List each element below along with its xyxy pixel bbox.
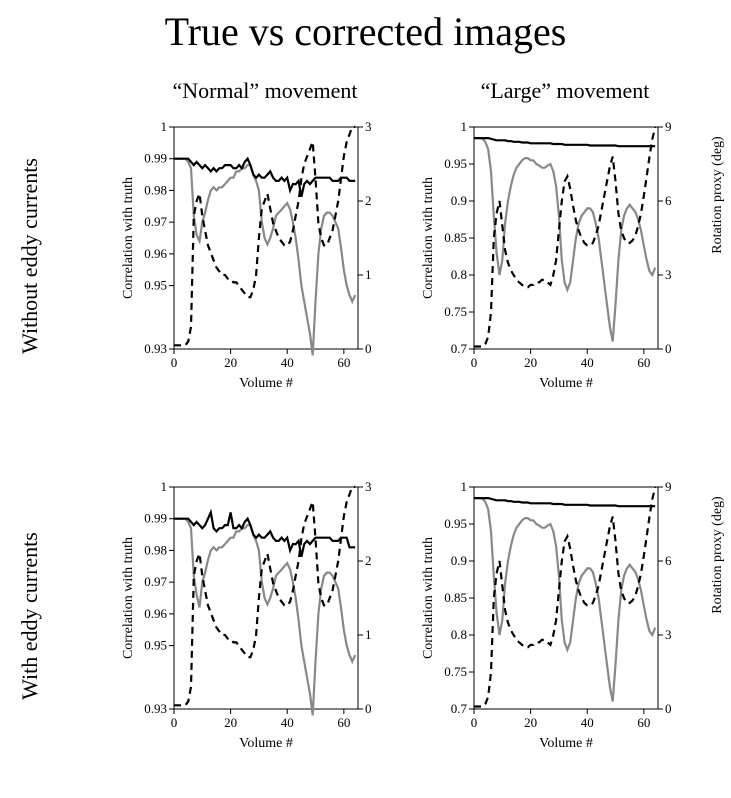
svg-text:0: 0 (665, 341, 672, 356)
svg-text:0.97: 0.97 (144, 214, 167, 229)
svg-text:20: 20 (224, 355, 237, 370)
svg-text:3: 3 (365, 479, 372, 494)
svg-text:1: 1 (365, 267, 372, 282)
svg-text:2: 2 (365, 553, 372, 568)
svg-text:1: 1 (161, 479, 168, 494)
svg-text:0.8: 0.8 (451, 627, 467, 642)
svg-text:0.75: 0.75 (444, 664, 467, 679)
svg-text:Volume #: Volume # (239, 376, 293, 391)
svg-text:0.96: 0.96 (144, 606, 167, 621)
svg-text:40: 40 (281, 715, 294, 730)
svg-text:0.75: 0.75 (444, 304, 467, 319)
svg-text:0: 0 (171, 355, 178, 370)
chart-panel-top-left: 0 20 40 60 0.93 0.95 0.96 0.97 0.98 0.99 1 0 1 2 3 Volu… (120, 115, 390, 395)
svg-text:Correlation with truth: Correlation with truth (421, 537, 436, 659)
svg-text:Correlation with truth: Correlation with truth (121, 537, 136, 659)
svg-text:0: 0 (471, 715, 478, 730)
svg-text:1: 1 (365, 627, 372, 642)
svg-text:60: 60 (637, 715, 650, 730)
figure: { "title": "True vs corrected images", "… (0, 0, 731, 798)
svg-text:Correlation with truth: Correlation with truth (421, 177, 436, 299)
svg-text:0.95: 0.95 (444, 156, 467, 171)
svg-text:60: 60 (337, 355, 350, 370)
chart-panel-bottom-right: 0 20 40 60 0.7 0.75 0.8 0.85 0.9 0.95 1 0 3 6 9 Volume … (420, 475, 690, 755)
svg-text:0.85: 0.85 (444, 230, 467, 245)
svg-text:0.96: 0.96 (144, 246, 167, 261)
svg-text:6: 6 (665, 193, 672, 208)
svg-text:0.93: 0.93 (144, 341, 167, 356)
svg-text:3: 3 (365, 119, 372, 134)
svg-text:0.95: 0.95 (144, 638, 167, 653)
svg-text:0.95: 0.95 (444, 516, 467, 531)
svg-text:0: 0 (471, 355, 478, 370)
svg-text:Volume #: Volume # (239, 736, 293, 751)
svg-text:0.8: 0.8 (451, 267, 467, 282)
y-right-label: Rotation proxy (deg) (710, 95, 726, 295)
svg-text:0: 0 (365, 701, 372, 716)
svg-text:0.99: 0.99 (144, 511, 167, 526)
svg-text:0.7: 0.7 (451, 701, 468, 716)
svg-text:9: 9 (665, 479, 672, 494)
chart-panel-top-right: 0 20 40 60 0.7 0.75 0.8 0.85 0.9 0.95 1 0 3 6 9 Volume … (420, 115, 690, 395)
svg-text:0: 0 (171, 715, 178, 730)
svg-text:1: 1 (461, 479, 468, 494)
row-label-with-eddy: With eddy currents (17, 506, 43, 726)
svg-text:Volume #: Volume # (539, 376, 593, 391)
svg-text:20: 20 (224, 715, 237, 730)
svg-text:1: 1 (461, 119, 468, 134)
svg-text:1: 1 (161, 119, 168, 134)
svg-text:60: 60 (337, 715, 350, 730)
svg-text:0: 0 (365, 341, 372, 356)
svg-text:3: 3 (665, 267, 672, 282)
svg-text:9: 9 (665, 119, 672, 134)
svg-text:2: 2 (365, 193, 372, 208)
svg-text:0.9: 0.9 (451, 553, 467, 568)
svg-text:Correlation with truth: Correlation with truth (121, 177, 136, 299)
svg-text:0.93: 0.93 (144, 701, 167, 716)
column-header-normal: “Normal” movement (140, 78, 390, 104)
chart-panel-bottom-left: 0 20 40 60 0.93 0.95 0.96 0.97 0.98 0.99 1 0 1 2 3 Volu… (120, 475, 390, 755)
svg-text:20: 20 (524, 355, 537, 370)
y-right-label: Rotation proxy (deg) (710, 455, 726, 655)
row-label-without-eddy: Without eddy currents (17, 146, 43, 366)
svg-text:40: 40 (581, 715, 594, 730)
svg-text:0.7: 0.7 (451, 341, 468, 356)
figure-title: True vs corrected images (0, 8, 731, 55)
svg-text:0.98: 0.98 (144, 542, 167, 557)
svg-text:0.99: 0.99 (144, 151, 167, 166)
svg-text:0.97: 0.97 (144, 574, 167, 589)
svg-text:6: 6 (665, 553, 672, 568)
svg-text:0.85: 0.85 (444, 590, 467, 605)
svg-text:20: 20 (524, 715, 537, 730)
svg-text:40: 40 (281, 355, 294, 370)
svg-text:0.98: 0.98 (144, 182, 167, 197)
svg-text:40: 40 (581, 355, 594, 370)
svg-text:3: 3 (665, 627, 672, 642)
svg-text:Volume #: Volume # (539, 736, 593, 751)
svg-text:0: 0 (665, 701, 672, 716)
column-header-large: “Large” movement (440, 78, 690, 104)
svg-text:0.9: 0.9 (451, 193, 467, 208)
svg-text:60: 60 (637, 355, 650, 370)
svg-text:0.95: 0.95 (144, 278, 167, 293)
